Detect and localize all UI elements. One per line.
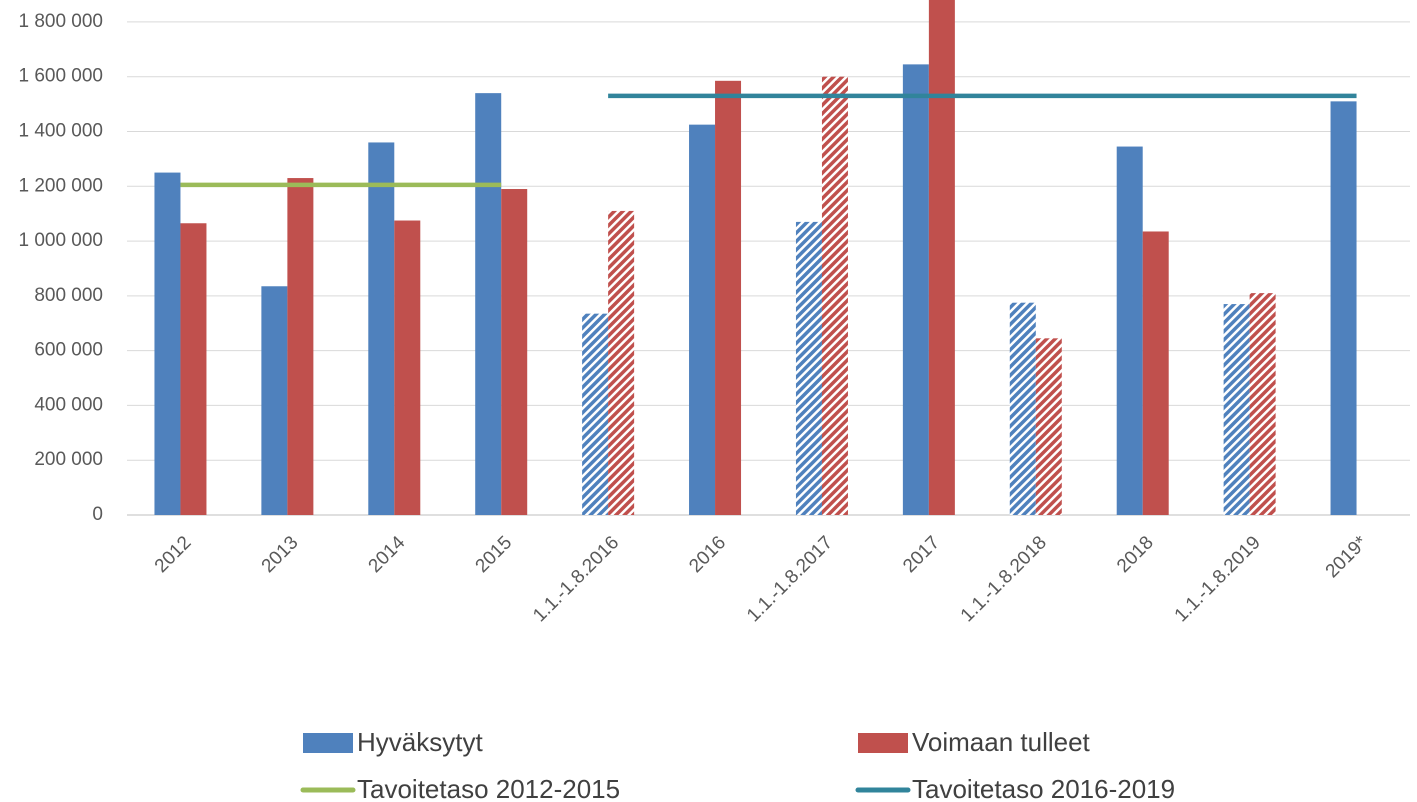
y-tick-label: 800 000 bbox=[34, 285, 103, 306]
bar bbox=[689, 124, 716, 515]
x-tick-label: 1.1.-1.8.2016 bbox=[529, 532, 623, 626]
bar bbox=[928, 0, 955, 515]
y-tick-label: 1 200 000 bbox=[18, 175, 103, 196]
bar bbox=[180, 223, 207, 515]
bar bbox=[795, 221, 822, 515]
legend-label: Voimaan tulleet bbox=[912, 727, 1091, 757]
y-tick-label: 1 000 000 bbox=[18, 230, 103, 251]
bar bbox=[475, 93, 502, 515]
bar bbox=[715, 80, 742, 515]
y-tick-label: 0 bbox=[92, 504, 103, 525]
x-tick-label: 2016 bbox=[685, 532, 730, 577]
bars bbox=[154, 0, 1357, 515]
y-tick-label: 1 600 000 bbox=[18, 66, 103, 87]
bar bbox=[1330, 101, 1357, 515]
x-tick-label: 2017 bbox=[899, 532, 944, 577]
legend-label: Tavoitetaso 2012-2015 bbox=[357, 774, 620, 802]
x-tick-label: 1.1.-1.8.2019 bbox=[1171, 532, 1265, 626]
x-tick-label: 2018 bbox=[1113, 532, 1158, 577]
x-tick-label: 2012 bbox=[151, 532, 196, 577]
bar bbox=[821, 76, 848, 515]
legend-swatch bbox=[858, 733, 908, 753]
y-tick-label: 200 000 bbox=[34, 449, 103, 470]
bar bbox=[1035, 338, 1062, 515]
bar bbox=[1142, 231, 1169, 515]
y-tick-label: 1 800 000 bbox=[18, 11, 103, 32]
bar bbox=[287, 178, 314, 515]
x-tick-label: 1.1.-1.8.2017 bbox=[743, 532, 837, 626]
legend-swatch bbox=[303, 733, 353, 753]
bar bbox=[1249, 293, 1276, 515]
legend-label: Hyväksytyt bbox=[357, 727, 483, 757]
y-tick-label: 400 000 bbox=[34, 394, 103, 415]
bar bbox=[154, 172, 181, 515]
x-tick-label: 2014 bbox=[365, 532, 410, 577]
y-tick-label: 600 000 bbox=[34, 340, 103, 361]
bar bbox=[394, 220, 421, 515]
x-tick-label: 2013 bbox=[258, 532, 303, 577]
legend-label: Tavoitetaso 2016-2019 bbox=[912, 774, 1175, 802]
bar bbox=[1009, 302, 1036, 515]
bar bbox=[261, 286, 288, 515]
bar bbox=[501, 189, 528, 515]
bar bbox=[1116, 146, 1143, 515]
x-tick-label: 2019* bbox=[1322, 532, 1372, 582]
bar bbox=[608, 210, 635, 515]
y-tick-label: 1 400 000 bbox=[18, 121, 103, 142]
bar bbox=[902, 64, 929, 515]
bar bbox=[582, 313, 609, 515]
x-tick-label: 1.1.-1.8.2018 bbox=[957, 532, 1051, 626]
x-tick-label: 2015 bbox=[472, 532, 517, 577]
bar bbox=[1223, 304, 1250, 515]
bar bbox=[368, 142, 395, 515]
